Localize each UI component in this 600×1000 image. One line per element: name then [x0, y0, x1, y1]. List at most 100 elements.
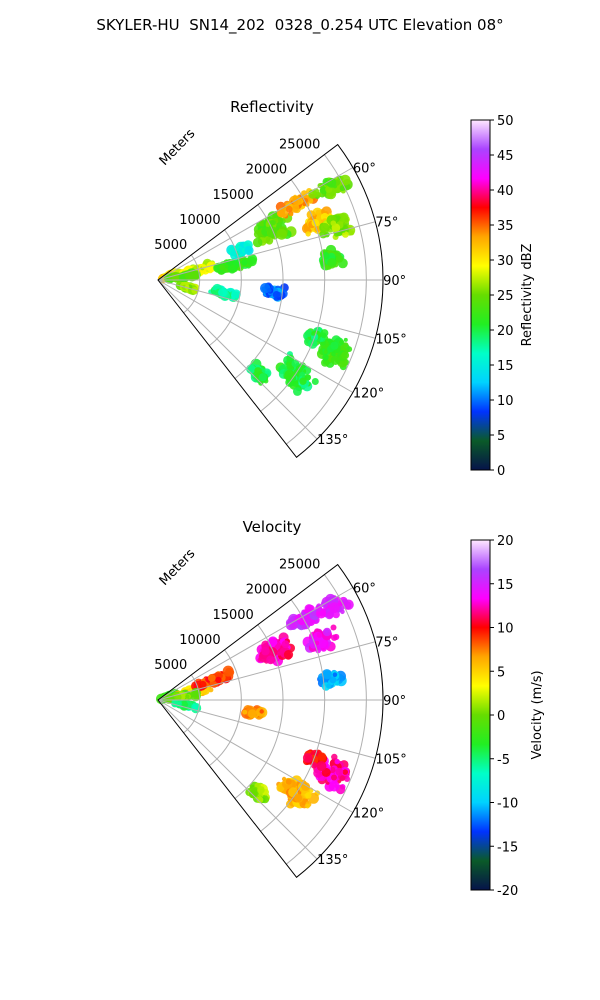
- echo-cell: [304, 374, 311, 381]
- polar-axis-labels: 60° 75° 90° 105° 120° 135° 5000 10000 15000 20000…: [154, 138, 407, 449]
- colorbar-tick-label: 30: [497, 254, 514, 269]
- echo-cell: [289, 212, 294, 217]
- range-tick-label: 25000: [279, 558, 320, 573]
- colorbar-label: Reflectivity dBZ: [520, 244, 535, 347]
- azimuth-spoke: [157, 699, 376, 759]
- echo-cell: [185, 694, 190, 699]
- echo-cell: [341, 351, 350, 360]
- echo-cell: [283, 650, 294, 660]
- echo-cell: [316, 761, 327, 772]
- range-ring: [183, 674, 201, 734]
- azimuth-tick-label: 60°: [353, 162, 376, 177]
- echo-cell: [258, 220, 266, 227]
- echo-cell: [257, 786, 265, 794]
- range-tick-label: 20000: [246, 583, 287, 598]
- panel-title: Velocity: [243, 518, 302, 536]
- echo-cell: [331, 774, 337, 781]
- echo-cell: [342, 342, 349, 348]
- echo-cell: [305, 803, 310, 809]
- sector-outline: [157, 563, 384, 879]
- echo-cell: [305, 231, 311, 237]
- echo-cell: [258, 373, 267, 382]
- colorbar-tick-label: 45: [497, 149, 514, 164]
- sector-fill: [158, 144, 383, 458]
- echo-cell: [267, 288, 272, 293]
- colorbar-tick-label: 15: [497, 359, 514, 374]
- azimuth-spoke: [157, 279, 354, 393]
- echo-cell: [330, 624, 337, 631]
- azimuth-spoke: [157, 221, 376, 281]
- echo-cell: [319, 222, 330, 234]
- colorbar: 0 5 10 15 20 25 30 35 40 45 50: [470, 114, 514, 479]
- range-ring: [285, 574, 367, 865]
- echo-cell: [285, 778, 292, 785]
- echo-cell: [344, 217, 349, 223]
- colorbar-tick-label: 5: [497, 665, 505, 680]
- range-tick-label: 15000: [212, 188, 253, 203]
- colorbar: -20 -15 -10 -5 0 5 10 15 20: [470, 534, 518, 899]
- azimuth-spoke: [157, 279, 318, 440]
- echo-cell: [326, 611, 334, 619]
- azimuth-tick-label: 75°: [375, 216, 398, 231]
- colorbar-gradient: [470, 119, 491, 471]
- echo-cell: [330, 220, 337, 226]
- echo-cell: [329, 766, 336, 774]
- colorbar-tick-label: 20: [497, 534, 514, 549]
- echo-cell: [308, 638, 314, 644]
- colorbar-tick-label: -15: [497, 840, 518, 855]
- echo-cell: [323, 349, 328, 355]
- echo-cell: [191, 287, 199, 295]
- echo-cell: [334, 758, 340, 765]
- radial-axis-label: Meters: [157, 126, 199, 169]
- range-ring: [260, 599, 326, 832]
- range-tick-label: 15000: [212, 608, 253, 623]
- echo-cell: [311, 331, 316, 336]
- echo-cell: [339, 339, 345, 345]
- echo-cell: [182, 701, 189, 708]
- echo-cell: [308, 339, 318, 349]
- echo-cell: [231, 289, 241, 299]
- velocity-panel: Velocity 60° 75° 90° 105° 120° 135° 5000 10000 1…: [154, 518, 545, 899]
- echo-cell: [326, 683, 332, 689]
- range-tick-label: 20000: [246, 163, 287, 178]
- range-ring: [234, 624, 284, 799]
- colorbar-tick-label: 15: [497, 578, 514, 593]
- range-tick-label: 10000: [179, 213, 220, 228]
- echo-cell: [331, 634, 338, 641]
- echo-cell: [335, 254, 344, 263]
- echo-cell: [270, 219, 276, 226]
- echo-cell: [319, 186, 327, 194]
- echo-cell: [316, 632, 323, 638]
- echo-cell: [199, 680, 207, 689]
- echo-cell: [244, 245, 254, 256]
- echo-cell: [284, 369, 295, 380]
- echo-cell: [326, 177, 337, 188]
- azimuth-tick-label: 60°: [353, 582, 376, 597]
- colorbar-tick-label: 10: [497, 394, 514, 409]
- colorbar-tick-label: -10: [497, 797, 518, 812]
- radar-echoes: [156, 593, 354, 809]
- echo-cell: [242, 709, 248, 715]
- echo-cell: [254, 367, 262, 375]
- colorbar-tick-label: 0: [497, 464, 505, 479]
- echo-cell: [265, 237, 274, 245]
- colorbar-tick-label: 0: [497, 709, 505, 724]
- azimuth-spoke: [157, 699, 318, 860]
- echo-cell: [272, 291, 281, 299]
- echo-cell: [303, 197, 309, 203]
- azimuth-tick-label: 135°: [317, 853, 348, 868]
- echo-cell: [317, 752, 327, 761]
- echo-cell: [247, 709, 257, 718]
- echo-cell: [322, 354, 329, 361]
- azimuth-tick-label: 120°: [353, 387, 384, 402]
- radial-axis-label: Meters: [157, 546, 199, 589]
- echo-cell: [215, 676, 222, 684]
- echo-cell: [252, 237, 263, 248]
- echo-cell: [276, 209, 286, 218]
- echo-cell: [339, 775, 346, 782]
- colorbar-tick-label: 10: [497, 622, 514, 637]
- azimuth-tick-label: 105°: [375, 752, 406, 767]
- colorbar-tick-label: 20: [497, 324, 514, 339]
- echo-cell: [335, 767, 344, 776]
- echo-cell: [227, 264, 237, 274]
